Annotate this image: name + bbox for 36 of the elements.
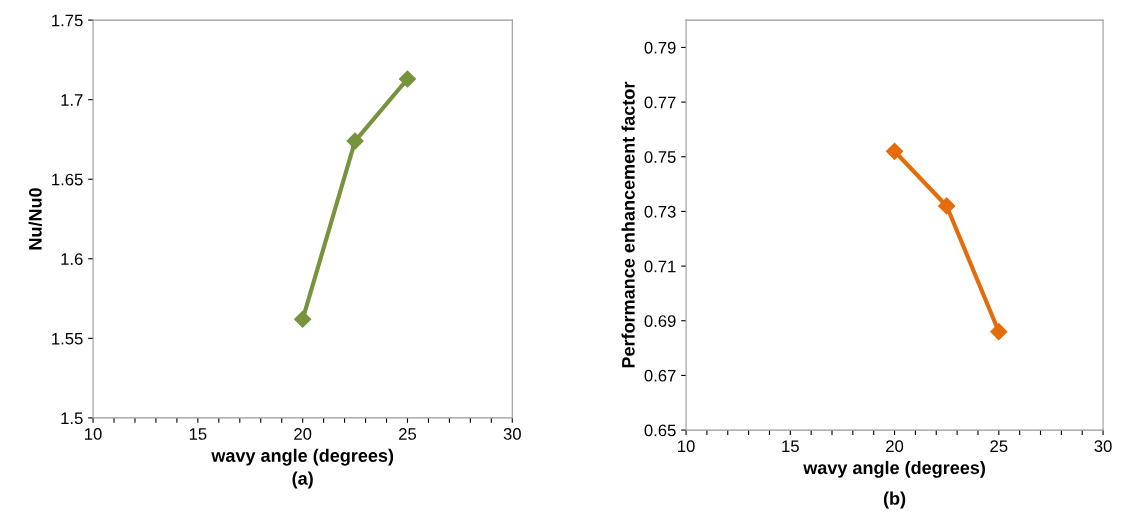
y-tick-label: 0.65 (644, 424, 676, 437)
text: (a) (292, 471, 313, 489)
y-tick-label: 0.71 (644, 260, 676, 273)
y-axis-title: Nu/Nu0 (28, 188, 42, 250)
y-tick-label: 1.5 (61, 412, 83, 425)
x-tick-label: 15 (189, 428, 207, 440)
x-axis-title: wavy angle (degrees) (211, 448, 394, 466)
point (990, 323, 1008, 341)
x-tick-label: 10 (678, 440, 695, 453)
y-tick-label: 0.69 (644, 315, 676, 327)
point (886, 142, 904, 160)
x-axis-title: wavy angle (degrees) (803, 460, 985, 478)
y-tick-label: 1.6 (61, 253, 83, 265)
x-tick-label: 25 (399, 428, 417, 440)
y-tick-label: 1.75 (52, 14, 83, 27)
y-tick-label: 0.67 (644, 369, 676, 382)
x-tick-label: 20 (294, 428, 312, 440)
x-tick-label: 10 (85, 428, 102, 440)
y-tick-label: 1.7 (61, 94, 83, 106)
x-tick-label: 30 (1094, 440, 1112, 453)
point (398, 70, 417, 88)
point (346, 132, 364, 150)
y-tick-label: 0.75 (644, 151, 676, 163)
point (938, 197, 956, 215)
x-tick-label: 15 (782, 440, 799, 453)
y-tick-label: 0.73 (644, 205, 676, 218)
x-tick-label: 25 (990, 440, 1008, 453)
y-axis-title: Performance enhancement factor (621, 81, 635, 368)
point (294, 310, 312, 328)
y-tick-label: 0.79 (644, 41, 676, 54)
x-tick-label: 20 (886, 440, 904, 453)
y-tick-label: 1.65 (52, 173, 83, 186)
text: (b) (883, 491, 906, 509)
x-tick-label: 30 (503, 428, 521, 440)
y-tick-label: 1.55 (52, 332, 83, 345)
y-tick-label: 0.77 (644, 96, 676, 109)
